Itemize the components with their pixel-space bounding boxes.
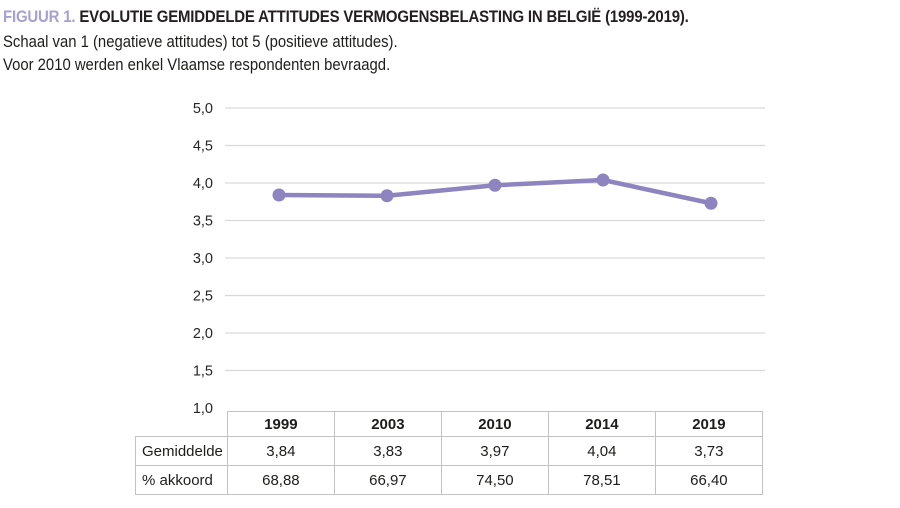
row-label: % akkoord [135, 465, 228, 495]
table-cell: 3,73 [654, 436, 763, 466]
data-point [596, 173, 610, 187]
table-corner-cell [136, 412, 228, 437]
data-table: 1999 2003 2010 2014 2019 Gemiddelde 3,84… [135, 411, 763, 495]
y-axis-tick-label: 2,0 [193, 326, 213, 342]
year-header: 1999 [226, 411, 335, 437]
table-cell: 68,88 [226, 465, 335, 495]
figure-header: FIGUUR 1. EVOLUTIE GEMIDDELDE ATTITUDES … [3, 5, 900, 77]
table-cell: 66,40 [654, 465, 763, 495]
y-axis-tick-label: 2,5 [193, 289, 213, 305]
y-axis-tick-label: 4,5 [193, 139, 213, 155]
data-point [380, 189, 394, 203]
table-header-row: 1999 2003 2010 2014 2019 [136, 411, 763, 437]
y-axis-tick-label: 1,0 [193, 401, 213, 417]
y-axis-tick-label: 4,0 [193, 176, 213, 192]
table-cell: 78,51 [547, 465, 656, 495]
table-cell: 4,04 [547, 436, 656, 466]
table-cell: 3,97 [440, 436, 549, 466]
data-point [272, 188, 286, 202]
figure-subtitle-note: Voor 2010 werden enkel Vlaamse responden… [3, 56, 391, 74]
figure-title-text: EVOLUTIE GEMIDDELDE ATTITUDES VERMOGENSB… [75, 7, 689, 26]
figure-title: FIGUUR 1. EVOLUTIE GEMIDDELDE ATTITUDES … [3, 5, 792, 28]
row-label: Gemiddelde [135, 436, 228, 466]
figure-number-label: FIGUUR 1. [3, 7, 76, 26]
year-header: 2014 [547, 411, 656, 437]
table-row-akkoord: % akkoord 68,88 66,97 74,50 78,51 66,40 [135, 465, 763, 495]
year-header: 2010 [440, 411, 549, 437]
year-header: 2019 [654, 411, 763, 437]
table-row-gemiddelde: Gemiddelde 3,84 3,83 3,97 4,04 3,73 [135, 436, 763, 466]
table-cell: 3,83 [333, 436, 442, 466]
y-axis-tick-label: 1,5 [193, 364, 213, 380]
figure-subtitle-scale: Schaal van 1 (negatieve attitudes) tot 5… [3, 33, 398, 51]
year-header: 2003 [333, 411, 442, 437]
table-cell: 66,97 [333, 465, 442, 495]
data-point [704, 196, 718, 210]
table-cell: 3,84 [226, 436, 335, 466]
y-axis-tick-label: 5,0 [193, 101, 213, 117]
y-axis-tick-label: 3,5 [193, 214, 213, 230]
table-cell: 74,50 [440, 465, 549, 495]
data-point [488, 178, 502, 192]
y-axis-tick-label: 3,0 [193, 251, 213, 267]
